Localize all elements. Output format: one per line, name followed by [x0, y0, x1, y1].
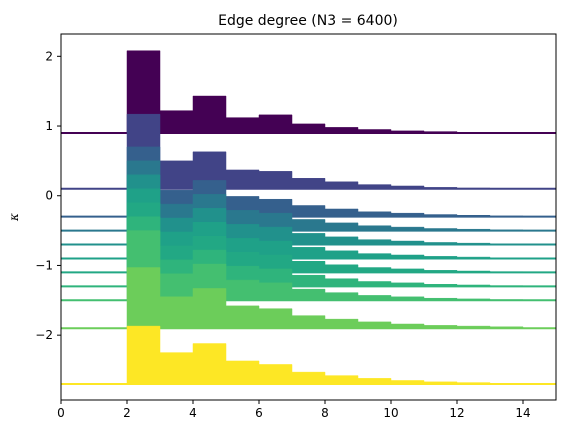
series-area-7 — [126, 202, 556, 273]
series-area-1 — [126, 50, 556, 134]
axes-frame — [60, 33, 557, 401]
x-tick-label-4: 4 — [189, 406, 197, 420]
series-area-3 — [126, 146, 556, 217]
series-area-4 — [126, 160, 556, 231]
series-area-8 — [126, 216, 556, 287]
y-tick-label--1: −1 — [35, 258, 53, 272]
x-tick-label-8: 8 — [321, 406, 329, 420]
series-area-11 — [126, 325, 556, 385]
y-axis-label: κ — [7, 213, 21, 222]
x-tick-label-2: 2 — [123, 406, 131, 420]
series-area-10 — [126, 267, 556, 329]
series-area-6 — [126, 188, 556, 259]
y-tick-label-2: 2 — [45, 49, 53, 63]
y-tick-label-0: 0 — [45, 189, 53, 203]
chart-title: Edge degree (N3 = 6400) — [218, 13, 398, 29]
series-area-9 — [126, 230, 556, 301]
y-tick-label--2: −2 — [35, 328, 53, 342]
x-tick-label-6: 6 — [255, 406, 263, 420]
x-tick-label-14: 14 — [515, 406, 530, 420]
series-area-5 — [126, 174, 556, 245]
x-tick-label-10: 10 — [383, 406, 398, 420]
x-tick-label-12: 12 — [449, 406, 464, 420]
y-tick-label-1: 1 — [45, 119, 53, 133]
x-tick-label-0: 0 — [57, 406, 65, 420]
series-group — [61, 50, 556, 385]
